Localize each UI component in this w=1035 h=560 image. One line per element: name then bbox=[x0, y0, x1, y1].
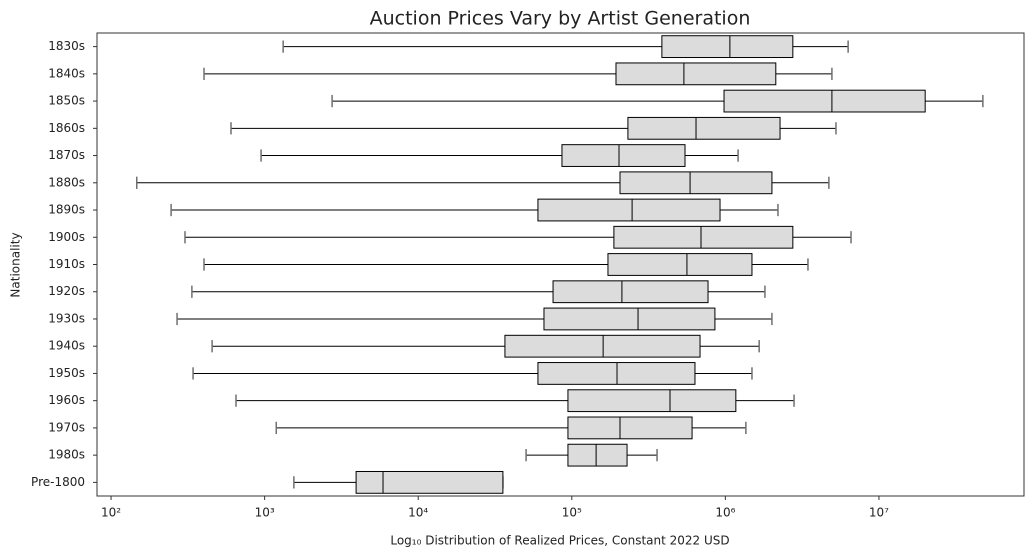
y-tick-label: 1840s bbox=[48, 66, 85, 80]
y-tick-label: 1900s bbox=[48, 230, 85, 244]
y-tick-label: 1960s bbox=[48, 393, 85, 407]
x-tick-label: 10² bbox=[101, 506, 121, 520]
y-tick-label: 1970s bbox=[48, 420, 85, 434]
y-tick-label: 1860s bbox=[48, 121, 85, 135]
x-tick-label: 10³ bbox=[255, 506, 275, 520]
x-tick-label: 10⁵ bbox=[562, 506, 582, 520]
box bbox=[613, 225, 794, 249]
y-tick-label: 1940s bbox=[48, 339, 85, 353]
box bbox=[561, 144, 686, 167]
y-tick-label: 1930s bbox=[48, 311, 85, 325]
y-tick-label: 1920s bbox=[48, 284, 85, 298]
box bbox=[607, 253, 753, 276]
box bbox=[355, 470, 504, 494]
box bbox=[567, 443, 628, 467]
box bbox=[567, 389, 737, 413]
box bbox=[723, 89, 926, 113]
y-tick-label: 1830s bbox=[48, 39, 85, 53]
y-tick-label: 1950s bbox=[48, 366, 85, 380]
y-tick-label: 1880s bbox=[48, 175, 85, 189]
x-tick-label: 10⁶ bbox=[715, 506, 735, 520]
box bbox=[619, 171, 773, 195]
x-axis-label: Log₁₀ Distribution of Realized Prices, C… bbox=[390, 534, 729, 548]
chart-title: Auction Prices Vary by Artist Generation bbox=[370, 8, 751, 30]
box bbox=[537, 362, 696, 385]
y-tick-label: 1980s bbox=[48, 448, 85, 462]
box bbox=[627, 116, 781, 140]
box bbox=[543, 307, 716, 331]
y-tick-label: 1910s bbox=[48, 257, 85, 271]
y-tick-label: Pre-1800 bbox=[31, 475, 85, 489]
x-tick-label: 10⁷ bbox=[869, 506, 889, 520]
box bbox=[552, 280, 709, 304]
box bbox=[661, 35, 794, 59]
y-tick-label: 1870s bbox=[48, 148, 85, 162]
box bbox=[504, 334, 701, 358]
box bbox=[537, 198, 721, 222]
x-tick-label: 10⁴ bbox=[408, 506, 428, 520]
y-tick-label: 1890s bbox=[48, 203, 85, 217]
box bbox=[567, 416, 693, 440]
y-tick-label: 1850s bbox=[48, 94, 85, 108]
box bbox=[615, 62, 777, 86]
y-axis-label: Nationality bbox=[9, 232, 23, 297]
